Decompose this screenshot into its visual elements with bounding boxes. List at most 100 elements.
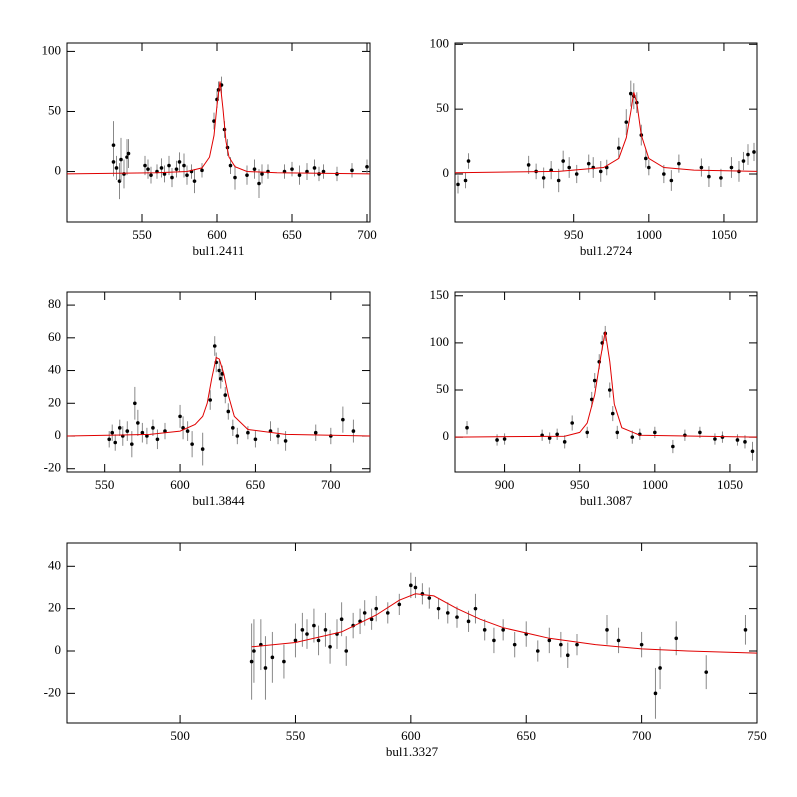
x-axis-label: bul1.2724: [580, 243, 633, 258]
data-point: [385, 611, 390, 615]
y-tick-label: 150: [430, 287, 450, 302]
data-point: [671, 444, 675, 449]
y-tick-label: 100: [430, 334, 450, 349]
data-point: [362, 611, 367, 615]
data-point: [466, 159, 471, 163]
plot-frame: [66, 42, 371, 223]
data-point: [565, 653, 570, 658]
plot-frame: [454, 291, 758, 473]
data-point: [445, 611, 450, 615]
x-axis-label: bul1.2411: [193, 243, 245, 258]
x-tick-label: 1000: [636, 227, 662, 242]
y-tick-label: 60: [48, 329, 61, 344]
data-point: [182, 163, 186, 168]
data-point: [743, 628, 748, 632]
data-point: [616, 638, 621, 643]
data-point: [615, 430, 620, 435]
data-point: [653, 691, 658, 696]
data-point: [743, 440, 747, 444]
data-point: [562, 440, 567, 444]
data-point: [174, 167, 179, 171]
data-point: [653, 430, 657, 435]
data-point: [350, 168, 354, 173]
data-point: [270, 655, 275, 660]
x-tick-label: 1000: [642, 477, 668, 492]
data-point: [305, 632, 309, 636]
y-tick-label: 100: [430, 35, 450, 50]
data-point: [473, 606, 478, 611]
data-point: [413, 585, 418, 590]
data-point: [246, 430, 250, 435]
fit-curve: [455, 92, 757, 174]
data-point: [155, 437, 160, 442]
data-point: [245, 173, 249, 177]
y-tick-label: 40: [48, 362, 61, 377]
data-point: [192, 179, 197, 183]
data-point: [374, 606, 379, 611]
y-tick-label: 50: [436, 381, 449, 396]
data-point: [344, 649, 349, 653]
data-point: [369, 617, 374, 622]
data-point: [501, 628, 505, 632]
data-point: [586, 161, 591, 166]
data-point: [585, 430, 590, 435]
data-point: [555, 432, 559, 437]
x-tick-label: 650: [246, 477, 266, 492]
data-point: [312, 166, 317, 170]
x-tick-label: 700: [632, 728, 652, 743]
data-point: [170, 175, 174, 180]
data-point: [125, 155, 129, 159]
y-tick-label: 50: [48, 102, 61, 117]
data-point: [607, 388, 612, 392]
y-tick-label: 20: [48, 394, 61, 409]
y-tick-label: 40: [48, 557, 61, 572]
data-point: [282, 659, 286, 664]
data-point: [561, 159, 565, 163]
data-point: [167, 163, 171, 168]
y-tick-label: 0: [443, 428, 450, 443]
plot-frame: [66, 291, 371, 473]
data-point: [119, 157, 123, 162]
data-point: [130, 442, 134, 446]
data-point: [567, 165, 571, 170]
x-tick-label: 500: [170, 728, 190, 743]
y-tick-label: 0: [55, 642, 62, 657]
data-point: [741, 159, 746, 163]
data-point: [662, 172, 666, 176]
x-tick-label: 550: [95, 477, 115, 492]
data-point: [143, 163, 147, 168]
y-tick-label: 0: [443, 165, 450, 180]
x-tick-label: 600: [207, 227, 227, 242]
data-point: [704, 670, 709, 674]
data-point: [647, 165, 651, 170]
data-point: [628, 91, 633, 96]
data-point: [117, 426, 122, 430]
data-point: [547, 638, 552, 643]
data-point: [163, 429, 167, 433]
data-point: [217, 368, 222, 373]
data-point: [495, 438, 499, 442]
x-axis-label: bul1.3327: [386, 744, 439, 759]
data-point: [589, 397, 594, 402]
data-point: [639, 642, 644, 647]
data-point: [752, 150, 756, 154]
data-point: [339, 617, 344, 622]
data-point: [290, 167, 294, 171]
data-point: [185, 173, 189, 177]
data-point: [605, 628, 609, 632]
data-point: [750, 449, 755, 454]
data-point: [145, 434, 149, 438]
data-point: [341, 417, 345, 422]
data-point: [133, 401, 137, 406]
fit-curve: [67, 81, 370, 175]
x-tick-label: 550: [286, 728, 306, 743]
data-point: [125, 429, 130, 433]
fit-curve: [455, 331, 757, 438]
data-point: [223, 393, 228, 397]
data-point: [218, 376, 223, 381]
x-axis-label: bul1.3087: [580, 493, 633, 508]
data-point: [574, 172, 579, 176]
data-point: [149, 173, 153, 177]
fit-curve: [67, 356, 370, 437]
